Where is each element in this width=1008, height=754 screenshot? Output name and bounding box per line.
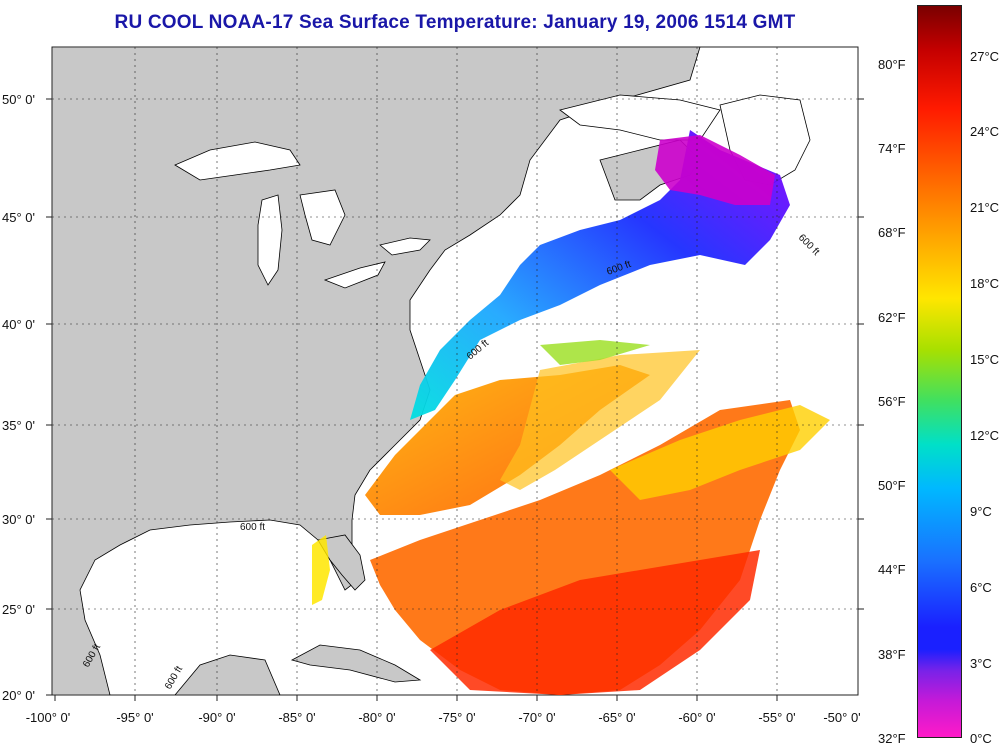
lat-label: 35° 0': [2, 418, 35, 433]
yucatan-land: [174, 654, 281, 695]
sst-data-layer: [312, 130, 830, 695]
lon-label: -50° 0': [823, 710, 860, 725]
fahrenheit-label: 44°F: [878, 562, 906, 577]
celsius-label: 24°C: [970, 124, 1000, 139]
temperature-colorbar: [917, 5, 962, 738]
graticule: [52, 47, 858, 695]
lon-label: -70° 0': [518, 710, 555, 725]
lake-huron: [299, 189, 346, 246]
lat-label: 45° 0': [2, 210, 35, 225]
cuba-land: [290, 644, 422, 683]
lon-label: -100° 0': [26, 710, 71, 725]
celsius-label: 27°C: [970, 49, 1000, 64]
lon-label: -80° 0': [358, 710, 395, 725]
fahrenheit-label: 68°F: [878, 225, 906, 240]
sst-map: 600 ft 600 ft 600 ft 600 ft 600 ft 600 f…: [2, 46, 864, 725]
lat-label: 20° 0': [2, 688, 35, 703]
celsius-label: 15°C: [970, 352, 1000, 367]
lat-label: 30° 0': [2, 512, 35, 527]
celsius-label: 12°C: [970, 428, 1000, 443]
florida-land: [317, 534, 366, 591]
celsius-label: 18°C: [970, 276, 1000, 291]
lat-label: 25° 0': [2, 602, 35, 617]
celsius-label: 9°C: [970, 504, 992, 519]
isobath-label: 600 ft: [240, 522, 265, 533]
lon-label: -95° 0': [116, 710, 153, 725]
lon-label: -85° 0': [278, 710, 315, 725]
celsius-label: 21°C: [970, 200, 1000, 215]
fahrenheit-label: 74°F: [878, 141, 906, 156]
north-america-land: [52, 47, 701, 695]
fahrenheit-label: 62°F: [878, 310, 906, 325]
celsius-label: 0°C: [970, 731, 992, 746]
lat-label: 40° 0': [2, 317, 35, 332]
lake-ontario: [379, 237, 431, 256]
fahrenheit-label: 38°F: [878, 647, 906, 662]
fahrenheit-label: 32°F: [878, 731, 906, 746]
latitude-labels: 50° 0' 45° 0' 40° 0' 35° 0' 30° 0' 25° 0…: [2, 92, 35, 703]
lake-superior: [174, 141, 301, 181]
fahrenheit-label: 50°F: [878, 478, 906, 493]
lat-label: 50° 0': [2, 92, 35, 107]
longitude-labels: -100° 0' -95° 0' -90° 0' -85° 0' -80° 0'…: [26, 710, 861, 725]
celsius-label: 3°C: [970, 656, 992, 671]
lon-label: -60° 0': [678, 710, 715, 725]
lake-michigan: [257, 194, 283, 286]
fahrenheit-label: 56°F: [878, 394, 906, 409]
lon-label: -75° 0': [438, 710, 475, 725]
lon-label: -65° 0': [598, 710, 635, 725]
map-title: RU COOL NOAA-17 Sea Surface Temperature:…: [114, 12, 796, 33]
axis-ticks: [46, 98, 864, 701]
celsius-label: 6°C: [970, 580, 992, 595]
lake-erie: [323, 261, 386, 289]
lon-label: -90° 0': [198, 710, 235, 725]
fahrenheit-label: 80°F: [878, 57, 906, 72]
lon-label: -55° 0': [758, 710, 795, 725]
